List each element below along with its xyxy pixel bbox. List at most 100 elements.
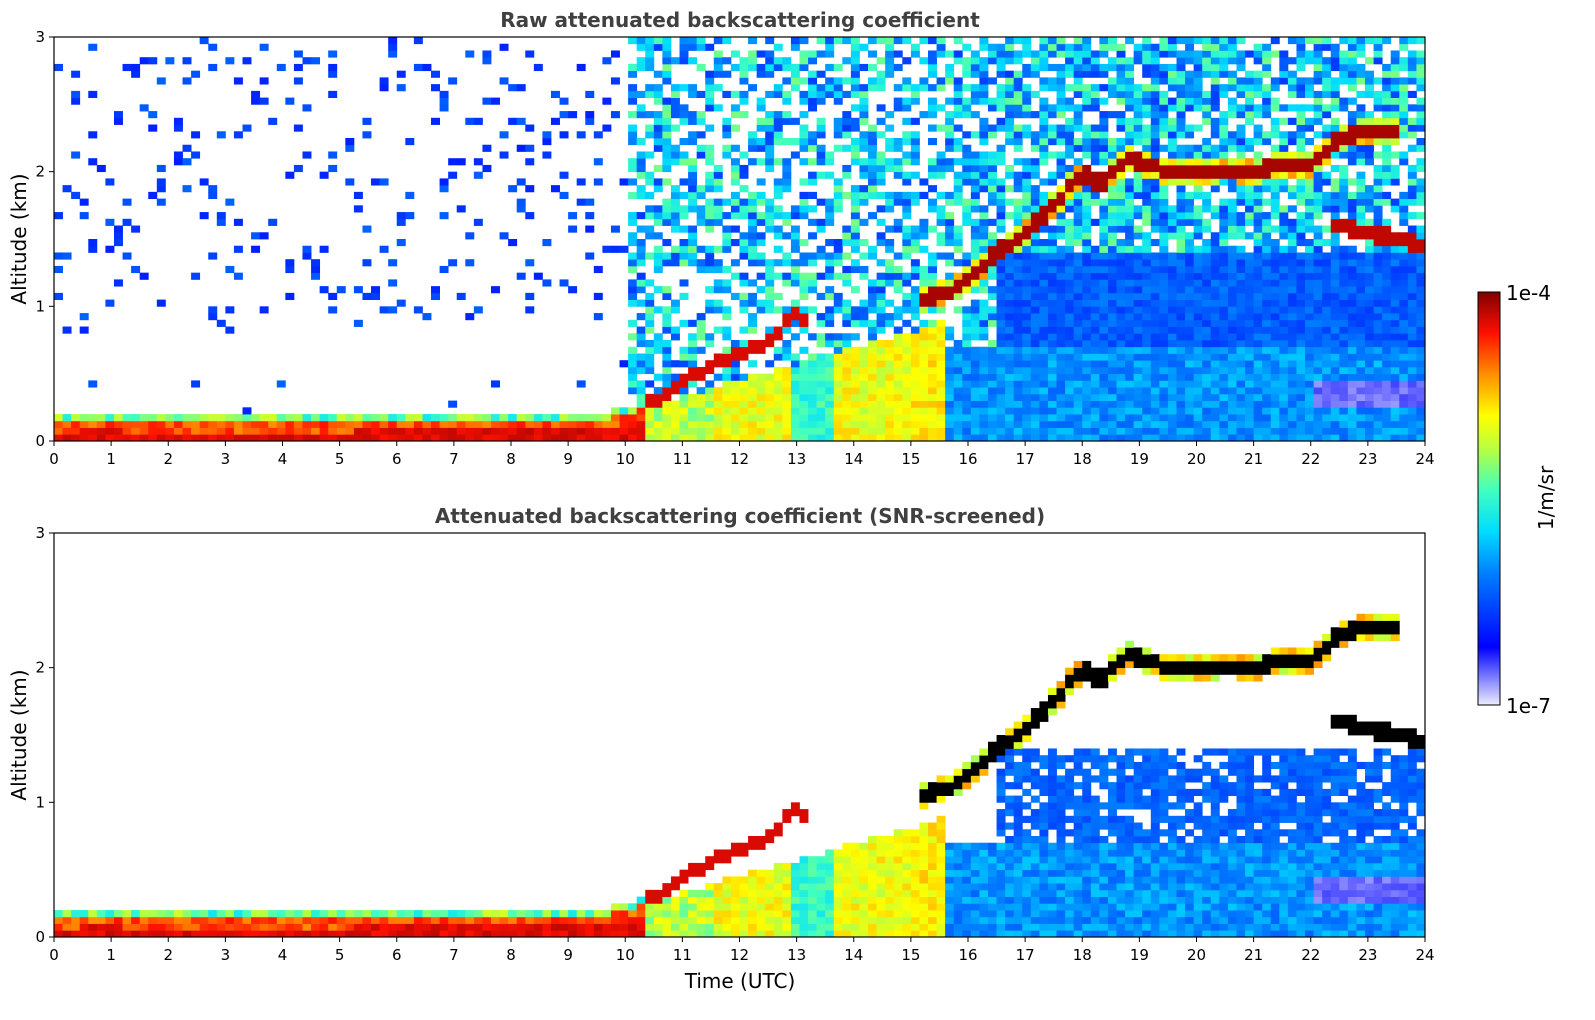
heatmap-cell	[1073, 50, 1083, 58]
heatmap-cell	[1099, 306, 1109, 314]
heatmap-cell	[748, 420, 758, 428]
heatmap-cell	[1305, 286, 1315, 294]
heatmap-cell	[1030, 259, 1040, 267]
heatmap-cell	[833, 427, 843, 435]
heatmap-cell	[1082, 252, 1092, 260]
heatmap-cell	[1202, 326, 1212, 334]
heatmap-cell	[1236, 138, 1246, 146]
heatmap-cell	[1399, 279, 1409, 287]
heatmap-cell	[508, 117, 518, 125]
heatmap-cell	[1270, 124, 1280, 132]
heatmap-cell	[1073, 117, 1083, 125]
heatmap-cell	[825, 272, 835, 280]
heatmap-cell	[859, 373, 869, 381]
heatmap-cell	[936, 434, 946, 442]
heatmap-cell	[1039, 259, 1049, 267]
x-tick-label: 17	[1016, 450, 1035, 468]
heatmap-cell	[1347, 212, 1357, 220]
heatmap-cell	[1305, 198, 1315, 206]
heatmap-cell	[1287, 333, 1297, 341]
heatmap-cell	[1022, 37, 1032, 45]
heatmap-cell	[619, 427, 629, 435]
heatmap-cell	[1330, 131, 1340, 139]
heatmap-cell	[1322, 37, 1332, 45]
heatmap-cell	[1305, 158, 1315, 166]
heatmap-cell	[670, 360, 680, 368]
heatmap-cell	[1107, 84, 1117, 92]
heatmap-cell	[1030, 292, 1040, 300]
heatmap-cell	[842, 279, 852, 287]
heatmap-cell	[1407, 171, 1417, 179]
heatmap-cell	[1013, 279, 1023, 287]
heatmap-cell	[1365, 144, 1374, 152]
heatmap-cell	[1065, 414, 1075, 422]
heatmap-cell	[628, 299, 638, 307]
heatmap-cell	[1099, 212, 1109, 220]
heatmap-cell	[1005, 373, 1015, 381]
heatmap-cell	[353, 191, 363, 199]
heatmap-cell	[1270, 117, 1280, 125]
heatmap-cell	[1416, 380, 1426, 388]
heatmap-cell	[1227, 111, 1237, 119]
heatmap-cell	[722, 117, 732, 125]
heatmap-cell	[1253, 393, 1263, 401]
heatmap-cell	[696, 333, 706, 341]
heatmap-cell	[413, 434, 423, 442]
heatmap-cell	[1107, 414, 1117, 422]
heatmap-cell	[1210, 50, 1220, 58]
heatmap-cell	[1116, 77, 1126, 85]
heatmap-cell	[542, 151, 552, 159]
heatmap-cell	[996, 205, 1006, 213]
heatmap-cell	[730, 111, 740, 119]
heatmap-cell	[1047, 346, 1057, 354]
heatmap-cell	[1245, 198, 1255, 206]
heatmap-cell	[636, 212, 646, 220]
heatmap-cell	[1245, 178, 1255, 186]
heatmap-cell	[705, 178, 715, 186]
heatmap-cell	[1116, 346, 1126, 354]
heatmap-cell	[516, 178, 526, 186]
heatmap-cell	[653, 144, 663, 152]
heatmap-cell	[1262, 420, 1272, 428]
heatmap-cell	[1202, 427, 1212, 435]
heatmap-cell	[1227, 97, 1237, 105]
heatmap-cell	[1330, 272, 1340, 280]
heatmap-cell	[670, 90, 680, 98]
heatmap-cell	[405, 434, 415, 442]
heatmap-cell	[653, 259, 663, 267]
heatmap-cell	[936, 292, 946, 300]
heatmap-cell	[1390, 373, 1400, 381]
heatmap-cell	[285, 265, 295, 274]
heatmap-cell	[1167, 232, 1177, 240]
heatmap-cell	[1219, 299, 1229, 307]
heatmap-cell	[1056, 111, 1066, 119]
heatmap-cell	[1407, 380, 1417, 388]
heatmap-cell	[645, 414, 655, 422]
heatmap-cell	[1056, 218, 1066, 226]
heatmap-cell	[1133, 272, 1143, 280]
heatmap-cell	[636, 239, 646, 247]
heatmap-cell	[1030, 326, 1040, 334]
heatmap-cell	[559, 420, 569, 428]
heatmap-cell	[756, 97, 766, 105]
heatmap-cell	[790, 319, 800, 327]
heatmap-cell	[1133, 245, 1143, 253]
heatmap-cell	[1262, 111, 1272, 119]
heatmap-cell	[1116, 414, 1126, 422]
heatmap-cell	[1416, 333, 1426, 341]
heatmap-cell	[1313, 420, 1323, 428]
heatmap-cell	[679, 387, 689, 395]
heatmap-cell	[996, 57, 1006, 65]
heatmap-cell	[910, 232, 920, 240]
heatmap-cell	[328, 420, 338, 428]
heatmap-cell	[705, 218, 715, 226]
heatmap-cell	[131, 427, 141, 435]
heatmap-cell	[782, 393, 792, 401]
heatmap-cell	[636, 151, 646, 159]
heatmap-cell	[1407, 279, 1417, 287]
heatmap-cell	[945, 111, 955, 119]
heatmap-cell	[1167, 70, 1177, 78]
heatmap-cell	[696, 414, 706, 422]
heatmap-cell	[1047, 299, 1057, 307]
heatmap-cell	[1219, 414, 1229, 422]
